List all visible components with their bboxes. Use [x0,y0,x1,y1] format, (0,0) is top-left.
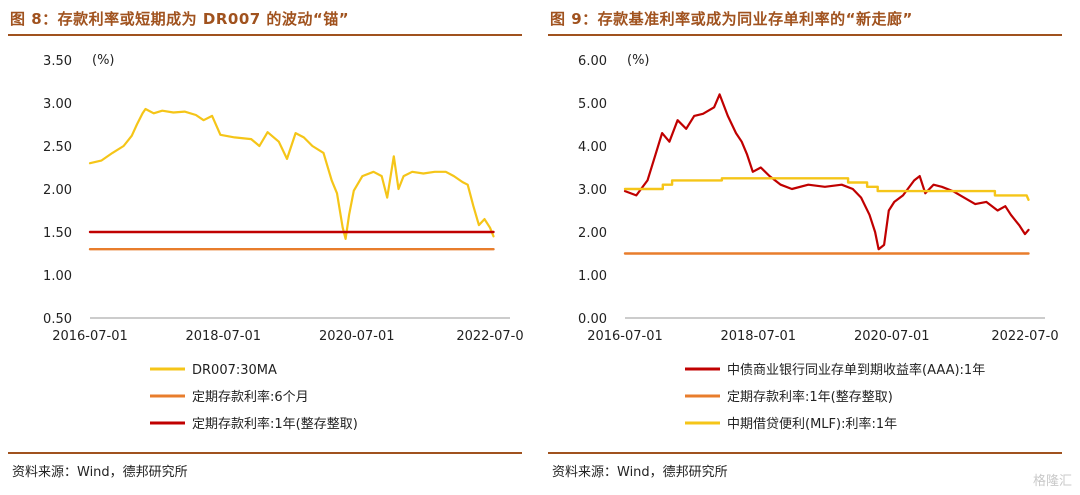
legend-label: 中债商业银行同业存单到期收益率(AAA):1年 [727,362,985,378]
left-panel: 图 8：存款利率或短期成为 DR007 的波动“锚” 3.50 3.00 2.50 2… [8,10,524,480]
y-tick-label: 1.00 [43,269,72,284]
legend-label: 中期借贷便利(MLF):利率:1年 [727,416,897,432]
x-tick-label: 2022-07-0 [991,329,1058,344]
series-line [623,177,1030,202]
x-tick-label: 2020-07-01 [854,329,930,344]
y-tick-label: 0.00 [578,312,607,327]
legend-label: 定期存款利率:6个月 [192,389,309,405]
y-tick-label: 2.00 [43,183,72,198]
y-tick-label: 4.00 [578,140,607,155]
right-panel: 图 9：存款基准利率或成为同业存单利率的“新走廊” 6.00 5.00 4.00 3.… [540,0,1080,495]
watermark: 格隆汇 [1032,474,1072,489]
figure-title: 图 8：存款利率或短期成为 DR007 的波动“锚” [10,10,350,28]
x-tick-label: 2016-07-01 [587,329,663,344]
y-tick-label: 3.50 [43,54,72,69]
title-rule [548,34,1062,36]
y-tick-label: 1.50 [43,226,72,241]
source-note: 资料来源：Wind，德邦研究所 [552,465,728,480]
y-tick-label: 2.50 [43,140,72,155]
y-tick-label: 1.00 [578,269,607,284]
x-tick-label: 2018-07-01 [185,329,261,344]
source-rule [548,452,1062,454]
series-line [88,107,495,240]
y-tick-label: 5.00 [578,97,607,112]
y-tick-label: 2.00 [578,226,607,241]
figure-title: 图 9：存款基准利率或成为同业存单利率的“新走廊” [550,10,913,28]
y-tick-label: 3.00 [43,97,72,112]
source-note: 资料来源：Wind，德邦研究所 [12,465,188,480]
x-tick-label: 2022-07-0 [456,329,523,344]
unit-label: (%) [627,53,650,68]
chart-right: 6.00 5.00 4.00 3.00 2.00 1.00 0.00 (%) 2016-07-0… [578,53,1059,432]
title-rule [8,34,522,36]
y-tick-label: 3.00 [578,183,607,198]
chart-left: 3.50 3.00 2.50 2.00 1.50 1.00 0.50 (%) 2016-07-0… [43,53,524,432]
y-tick-label: 0.50 [43,312,72,327]
source-rule [8,452,522,454]
unit-label: (%) [92,53,115,68]
x-tick-label: 2020-07-01 [319,329,395,344]
series-line [623,93,1030,251]
y-tick-label: 6.00 [578,54,607,69]
legend-label: 定期存款利率:1年(整存整取) [192,416,358,432]
x-tick-label: 2016-07-01 [52,329,128,344]
legend-label: 定期存款利率:1年(整存整取) [727,389,893,405]
x-tick-label: 2018-07-01 [720,329,796,344]
legend-label: DR007:30MA [192,363,277,378]
